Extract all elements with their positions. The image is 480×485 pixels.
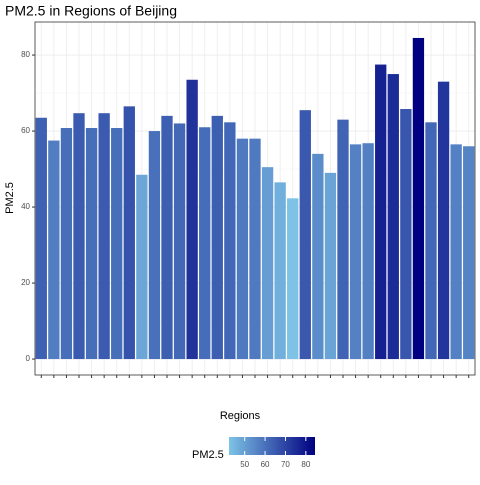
- bar: [148, 131, 161, 360]
- y-tick-label: 40: [21, 202, 30, 211]
- bar: [324, 172, 337, 360]
- y-tick-label: 60: [21, 126, 30, 135]
- bar: [375, 64, 387, 360]
- legend-tick-label: 80: [301, 460, 310, 469]
- bar: [299, 110, 311, 360]
- bar: [186, 79, 198, 360]
- bar: [224, 122, 236, 360]
- bar: [85, 128, 98, 360]
- bar: [261, 167, 274, 360]
- bar: [98, 113, 110, 360]
- bar: [412, 37, 425, 360]
- panel-border: [34, 21, 476, 376]
- bar: [35, 117, 47, 360]
- bar: [211, 115, 223, 360]
- bar: [48, 140, 60, 360]
- bar: [111, 128, 123, 360]
- bar: [387, 74, 399, 360]
- bar: [463, 146, 475, 360]
- bar: [400, 109, 412, 360]
- y-axis-label: PM2.5: [4, 182, 16, 214]
- legend-tick-label: 70: [281, 460, 290, 469]
- bar: [337, 119, 349, 360]
- legend-tick-label: 50: [240, 460, 249, 469]
- chart-title: PM2.5 in Regions of Beijing: [5, 3, 177, 19]
- bar: [249, 138, 261, 360]
- bar: [362, 143, 374, 360]
- bar: [450, 144, 462, 360]
- y-tick-label: 80: [21, 50, 30, 59]
- bar: [425, 122, 437, 360]
- legend-title: PM2.5: [192, 449, 224, 461]
- bar: [236, 138, 249, 360]
- bar: [173, 123, 186, 360]
- bar: [312, 153, 324, 360]
- legend-colorbar: [229, 437, 315, 455]
- bar: [123, 106, 135, 360]
- y-tick-label: 20: [21, 278, 30, 287]
- y-tick-label: 0: [26, 354, 31, 363]
- bar: [274, 182, 286, 360]
- bar: [136, 174, 148, 360]
- bar: [199, 127, 211, 360]
- legend-tick-label: 60: [261, 460, 270, 469]
- x-axis-label: Regions: [220, 410, 261, 422]
- bar: [73, 113, 85, 360]
- bar: [287, 198, 299, 360]
- bar: [349, 144, 362, 360]
- bar: [437, 81, 450, 360]
- bar: [60, 128, 73, 360]
- bar: [161, 115, 173, 360]
